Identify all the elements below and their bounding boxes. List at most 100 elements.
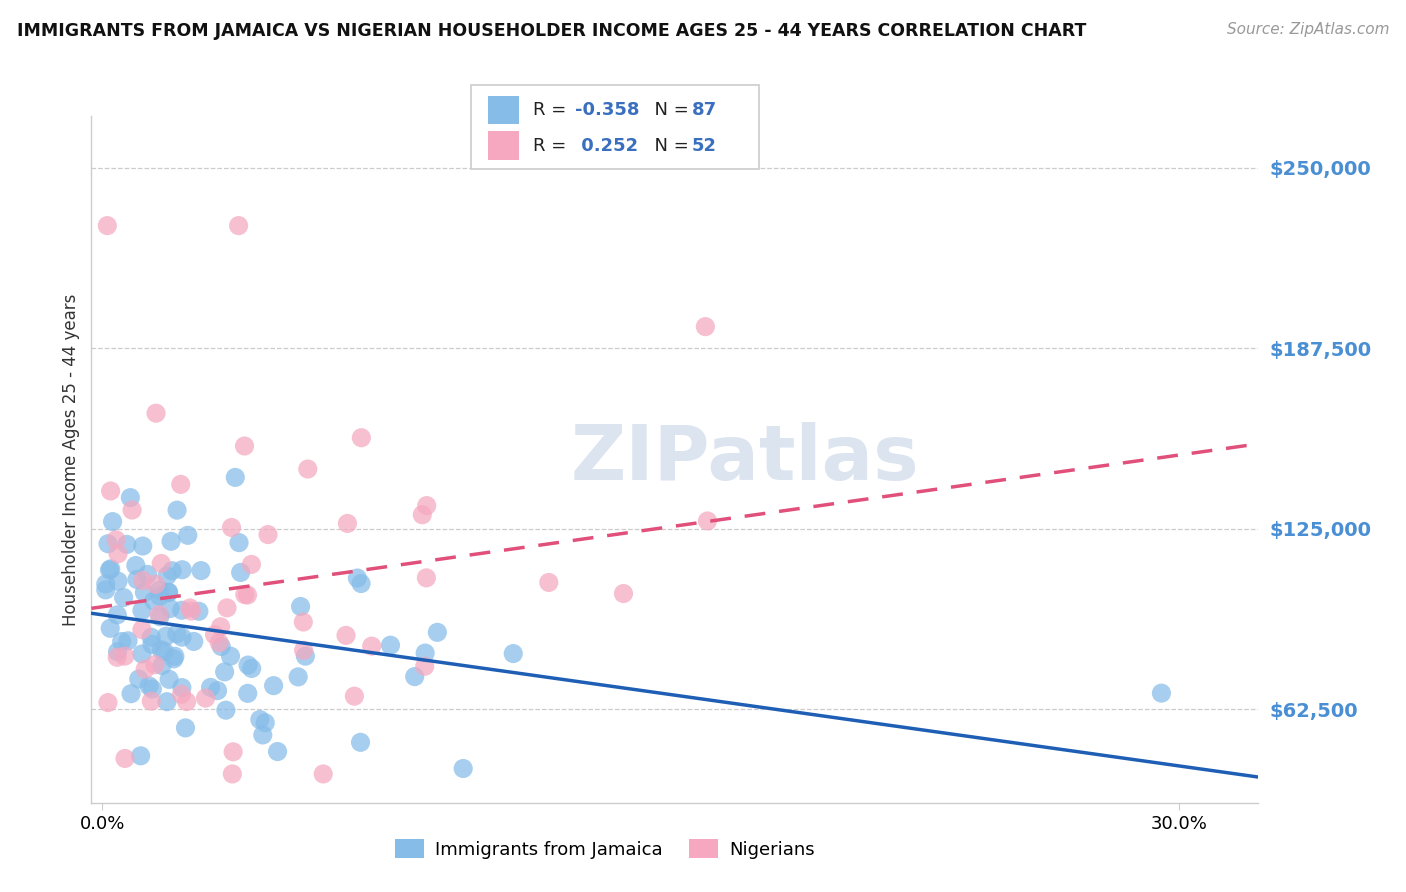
- Point: [138, 679, 160, 693]
- Point: [249, 713, 271, 727]
- Point: [141, 637, 163, 651]
- Point: [105, 607, 128, 622]
- Point: [266, 745, 288, 759]
- Point: [156, 569, 179, 583]
- Point: [176, 695, 198, 709]
- Point: [170, 687, 193, 701]
- Point: [114, 649, 136, 664]
- Point: [148, 607, 170, 622]
- Point: [149, 609, 172, 624]
- Point: [157, 585, 180, 599]
- Point: [125, 573, 148, 587]
- Point: [254, 715, 277, 730]
- Point: [696, 514, 718, 528]
- Point: [290, 599, 312, 614]
- Point: [141, 681, 163, 696]
- Point: [350, 576, 373, 591]
- Point: [209, 620, 232, 634]
- Text: 87: 87: [692, 101, 717, 120]
- Point: [150, 658, 173, 673]
- Point: [141, 630, 163, 644]
- Point: [183, 634, 205, 648]
- Point: [349, 735, 371, 749]
- Point: [131, 603, 153, 617]
- Point: [121, 503, 143, 517]
- Point: [292, 643, 315, 657]
- Text: 52: 52: [692, 136, 717, 154]
- Point: [335, 628, 357, 642]
- Point: [101, 515, 124, 529]
- Point: [215, 600, 238, 615]
- Text: R =: R =: [533, 101, 572, 120]
- Point: [537, 575, 560, 590]
- Point: [166, 503, 188, 517]
- Point: [131, 623, 153, 637]
- Point: [1150, 686, 1173, 700]
- Point: [346, 571, 368, 585]
- Point: [145, 406, 167, 420]
- Point: [159, 601, 181, 615]
- Point: [221, 520, 243, 534]
- Text: -0.358: -0.358: [575, 101, 640, 120]
- Point: [426, 625, 449, 640]
- Text: IMMIGRANTS FROM JAMAICA VS NIGERIAN HOUSEHOLDER INCOME AGES 25 - 44 YEARS CORREL: IMMIGRANTS FROM JAMAICA VS NIGERIAN HOUS…: [17, 22, 1087, 40]
- Point: [157, 585, 180, 599]
- Point: [413, 646, 436, 660]
- Text: 0.252: 0.252: [575, 136, 638, 154]
- Point: [98, 563, 121, 577]
- Point: [155, 629, 177, 643]
- Point: [94, 577, 117, 591]
- Point: [149, 590, 172, 604]
- Point: [157, 673, 180, 687]
- Point: [120, 491, 142, 505]
- Point: [174, 721, 197, 735]
- Point: [415, 571, 437, 585]
- Point: [360, 639, 382, 653]
- Point: [112, 591, 135, 605]
- Point: [132, 574, 155, 588]
- Point: [170, 681, 193, 695]
- Point: [240, 558, 263, 572]
- Point: [380, 638, 402, 652]
- Point: [107, 645, 129, 659]
- Point: [240, 661, 263, 675]
- Point: [187, 604, 209, 618]
- Point: [117, 633, 139, 648]
- Point: [120, 687, 142, 701]
- Point: [142, 594, 165, 608]
- Point: [236, 658, 259, 673]
- Point: [257, 527, 280, 541]
- Point: [200, 681, 222, 695]
- Point: [502, 647, 524, 661]
- Point: [128, 672, 150, 686]
- Point: [221, 767, 243, 781]
- Point: [100, 483, 122, 498]
- Point: [180, 604, 202, 618]
- Point: [98, 621, 121, 635]
- Point: [236, 686, 259, 700]
- Point: [97, 537, 120, 551]
- Point: [233, 439, 256, 453]
- Point: [228, 535, 250, 549]
- Point: [107, 547, 129, 561]
- Point: [94, 582, 117, 597]
- Point: [411, 508, 433, 522]
- Point: [105, 533, 128, 547]
- Point: [163, 652, 186, 666]
- Point: [132, 539, 155, 553]
- Point: [160, 534, 183, 549]
- Point: [208, 635, 231, 649]
- Point: [350, 431, 373, 445]
- Point: [160, 564, 183, 578]
- Point: [114, 751, 136, 765]
- Point: [153, 644, 176, 658]
- Point: [190, 564, 212, 578]
- Point: [136, 567, 159, 582]
- Point: [170, 630, 193, 644]
- Point: [131, 647, 153, 661]
- Point: [172, 563, 194, 577]
- Point: [111, 634, 134, 648]
- Point: [236, 588, 259, 602]
- Point: [612, 586, 634, 600]
- Point: [170, 603, 193, 617]
